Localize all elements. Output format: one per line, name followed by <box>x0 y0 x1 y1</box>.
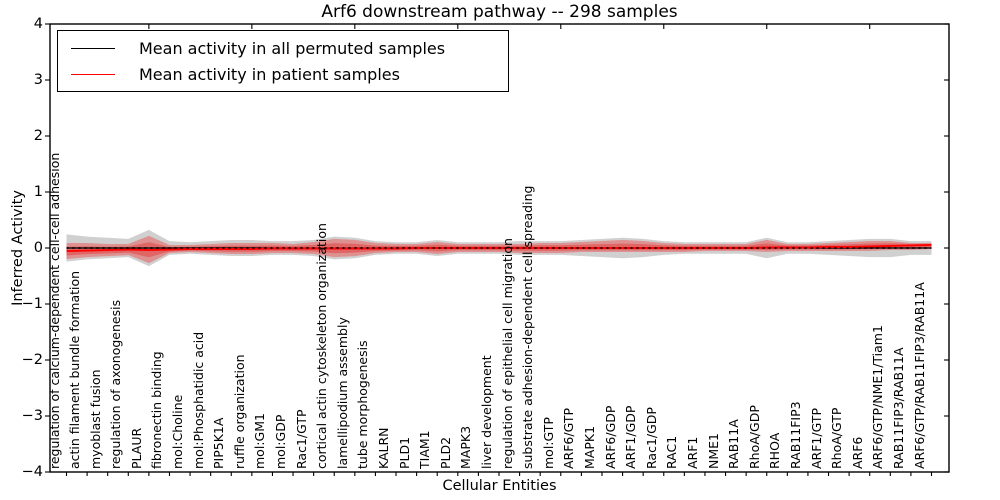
x-tick-label: MAPK1 <box>581 425 597 469</box>
legend-label-patient: Mean activity in patient samples <box>139 64 400 84</box>
x-tick-label: tube morphogenesis <box>355 340 371 469</box>
x-tick-label: myoblast fusion <box>87 369 103 469</box>
x-tick-label: Rac1/GTP <box>293 409 309 469</box>
x-tick-label: ARF1/GDP <box>623 405 639 469</box>
x-tick-label: KALRN <box>376 427 392 469</box>
y-tick-label: −1 <box>21 296 43 312</box>
x-tick-label: RAB11FIP3 <box>787 401 803 469</box>
x-tick-label: PLD1 <box>396 436 412 469</box>
legend-black-line-icon <box>71 47 115 49</box>
x-tick-label: mol:GDP <box>273 414 289 469</box>
x-tick-label: ARF1 <box>684 436 700 469</box>
legend-label-permuted: Mean activity in all permuted samples <box>139 38 446 58</box>
x-tick-label: PLD2 <box>437 436 453 469</box>
x-tick-label: ARF6 <box>849 436 865 469</box>
x-tick-label: RhoA/GDP <box>746 405 762 469</box>
legend: Mean activity in all permuted samples Me… <box>57 30 509 92</box>
x-tick-label: RAB11FIP3/RAB11A <box>890 347 906 469</box>
y-tick-label: −3 <box>21 408 43 424</box>
band-patient-inner <box>66 242 932 258</box>
legend-red-line-icon <box>71 73 115 75</box>
x-tick-label: mol:Phosphatidic acid <box>190 331 206 469</box>
chart-title: Arf6 downstream pathway -- 298 samples <box>321 2 678 22</box>
x-tick-label: mol:GM1 <box>252 413 268 469</box>
x-tick-label: mol:GTP <box>540 417 556 469</box>
x-axis-label: Cellular Entities <box>442 478 557 494</box>
y-tick-label: 4 <box>33 16 43 32</box>
x-tick-label: cortical actin cytoskeleton organization <box>314 223 330 469</box>
x-tick-label: ARF1/GTP <box>808 407 824 469</box>
x-tick-label: PLAUR <box>128 427 144 469</box>
x-tick-label: Rac1/GDP <box>643 407 659 469</box>
x-tick-label: actin filament bundle formation <box>67 270 83 469</box>
x-tick-label: ARF6/GDP <box>602 405 618 469</box>
y-tick-label: −4 <box>21 464 43 480</box>
x-tick-label: RAB11A <box>726 419 742 469</box>
x-tick-label: regulation of epithelial cell migration <box>499 238 515 469</box>
x-tick-label: mol:Choline <box>170 394 186 469</box>
x-tick-label: ARF6/GTP/RAB11FIP3/RAB11A <box>911 282 927 469</box>
x-tick-label: RHOA <box>767 432 783 469</box>
y-tick-label: 3 <box>33 72 43 88</box>
x-tick-label: lamellipodium assembly <box>334 317 350 469</box>
x-tick-label: ARF6/GTP/NME1/Tiam1 <box>870 325 886 469</box>
x-tick-label: RAC1 <box>664 435 680 469</box>
x-tick-label: liver development <box>479 355 494 469</box>
y-tick-label: 1 <box>33 184 43 200</box>
x-tick-label: PIP5K1A <box>211 417 227 469</box>
x-tick-label: regulation of calcium-dependent cell-cel… <box>46 152 62 469</box>
legend-item-permuted: Mean activity in all permuted samples <box>58 36 508 60</box>
x-tick-label: fibronectin binding <box>149 351 165 469</box>
x-tick-label: substrate adhesion-dependent cell spread… <box>520 185 536 469</box>
x-tick-label: regulation of axonogenesis <box>108 299 124 469</box>
band-patient <box>66 235 932 264</box>
y-tick-label: 0 <box>33 240 43 256</box>
y-tick-label: 2 <box>33 128 43 144</box>
x-tick-label: ARF6/GTP <box>561 407 577 469</box>
x-tick-label: MAPK3 <box>458 425 474 469</box>
y-tick-label: −2 <box>21 352 43 368</box>
axis-ticks <box>45 23 949 476</box>
x-tick-label: ruffle organization <box>231 354 247 469</box>
x-tick-label: RhoA/GTP <box>829 407 845 469</box>
x-tick-label: TIAM1 <box>417 430 433 469</box>
x-tick-label: NME1 <box>705 433 721 469</box>
legend-item-patient: Mean activity in patient samples <box>58 62 508 86</box>
